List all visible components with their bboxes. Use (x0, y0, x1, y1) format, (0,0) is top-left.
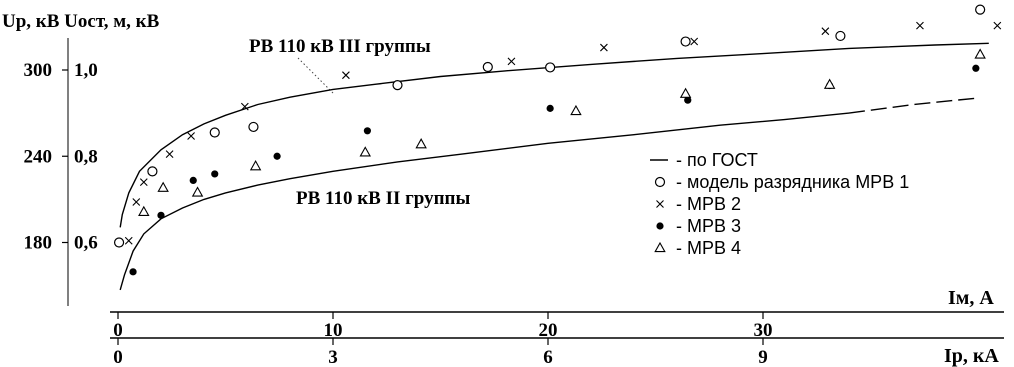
y-tick-label-right: 0,8 (74, 146, 98, 167)
point-mrv4 (570, 104, 582, 116)
point-mrv1 (545, 62, 556, 73)
legend-entry-text: - МРВ 3 (676, 216, 741, 236)
point-mrv3 (546, 104, 554, 112)
point-mrv1 (680, 36, 691, 47)
curve-group-2-dashed (848, 97, 979, 114)
point-mrv2 (187, 132, 195, 140)
x-top-tick-label: 20 (539, 320, 558, 341)
x-bottom-tick-label: 0 (113, 347, 123, 367)
point-mrv4 (823, 78, 836, 89)
point-mrv1 (147, 166, 158, 177)
legend-entry-text: - МРВ 4 (676, 238, 741, 258)
legend-cross-symbol (656, 200, 664, 208)
point-mrv2 (690, 37, 699, 46)
points (113, 4, 1002, 276)
point-mrv4 (138, 205, 150, 217)
point-mrv1 (975, 4, 986, 15)
x-bottom-tick-label: 6 (543, 347, 553, 367)
x-axis-top-label: Iм, А (948, 287, 994, 309)
legend-entry-text: - МРВ 2 (676, 194, 741, 214)
curve-group-3 (119, 42, 989, 228)
point-mrv4 (359, 146, 371, 157)
x-axis-bottom-label: Iр, кА (944, 345, 999, 367)
point-mrv2 (993, 21, 1002, 30)
point-mrv1 (482, 61, 493, 73)
point-mrv4 (249, 160, 262, 171)
point-mrv4 (974, 48, 986, 59)
y-axis-label: Up, кВ Uост, м, кВ (2, 11, 160, 32)
point-mrv1 (209, 127, 220, 138)
point-mrv2 (600, 43, 608, 52)
y-tick-label-left: 300 (24, 60, 53, 81)
x-bottom-tick-label: 9 (758, 347, 768, 367)
point-mrv2 (132, 198, 141, 206)
point-mrv2 (507, 57, 516, 66)
legend-triangle-symbol (654, 241, 666, 253)
point-mrv2 (821, 27, 830, 36)
legend-dot-symbol (656, 222, 664, 230)
curves (119, 42, 989, 291)
legend-entry-text: - по ГОСТ (676, 150, 758, 170)
point-mrv2 (124, 236, 133, 245)
curve-label-group-2: РВ 110 кВ II группы (296, 188, 470, 209)
point-mrv4 (415, 138, 427, 149)
y-tick-label-right: 0,6 (74, 233, 98, 254)
curve-group-2 (119, 112, 850, 291)
legend-circle-symbol (654, 176, 666, 188)
curve-label-group-3: РВ 110 кВ III группы (249, 36, 431, 57)
point-mrv3 (211, 170, 219, 178)
y-tick-label-right: 1,0 (74, 60, 98, 81)
curve-label-leader (297, 57, 334, 94)
point-mrv2 (240, 102, 249, 111)
point-mrv3 (189, 176, 197, 184)
point-mrv3 (129, 268, 137, 276)
point-mrv4 (191, 186, 204, 197)
point-mrv2 (139, 178, 148, 187)
legend: - по ГОСТ- модель разрядника МРВ 1- МРВ … (650, 150, 909, 258)
point-mrv3 (157, 211, 165, 219)
point-mrv1 (113, 237, 125, 248)
y-tick-label-left: 240 (24, 146, 53, 167)
point-mrv2 (165, 150, 174, 158)
point-mrv4 (679, 87, 692, 98)
point-mrv3 (972, 64, 980, 72)
y-tick-label-left: 180 (24, 233, 53, 254)
x-top-tick-label: 10 (324, 320, 343, 341)
point-mrv3 (684, 96, 692, 104)
x-top-tick-label: 0 (113, 320, 123, 341)
x-top-tick-label: 30 (754, 320, 773, 341)
point-mrv4 (157, 181, 169, 192)
point-mrv1 (835, 30, 846, 42)
legend-entry-text: - модель разрядника МРВ 1 (676, 172, 909, 192)
point-mrv1 (392, 79, 403, 91)
axes (67, 38, 1004, 339)
point-mrv1 (248, 121, 259, 133)
x-bottom-tick-label: 3 (328, 347, 338, 367)
point-mrv2 (916, 21, 924, 30)
point-mrv2 (342, 71, 350, 80)
point-mrv3 (363, 127, 371, 135)
point-mrv3 (273, 152, 281, 160)
